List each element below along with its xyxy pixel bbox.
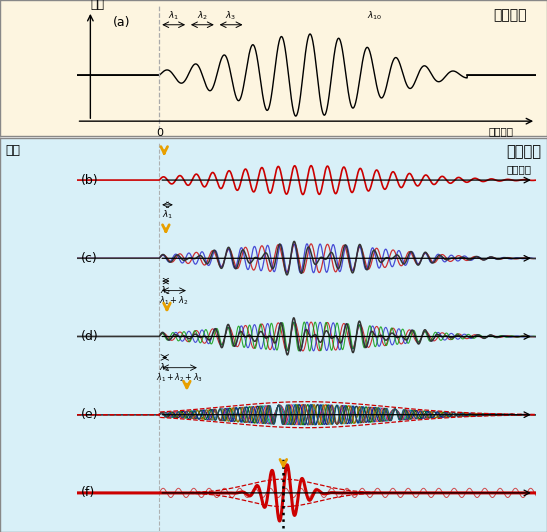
Text: $\lambda_{10}$: $\lambda_{10}$ [367, 10, 382, 22]
Text: $\lambda_1+\lambda_2$: $\lambda_1+\lambda_2$ [159, 294, 189, 307]
Text: 電場: 電場 [5, 144, 20, 157]
Text: (a): (a) [113, 15, 131, 29]
Text: $\lambda_2$: $\lambda_2$ [160, 285, 171, 297]
Text: $\lambda_2$: $\lambda_2$ [197, 10, 208, 22]
Text: 電流分布: 電流分布 [493, 9, 527, 23]
Text: 電流: 電流 [90, 0, 104, 11]
Text: (f): (f) [81, 486, 95, 500]
Text: $\lambda_3$: $\lambda_3$ [225, 10, 237, 22]
Text: 進行方向: 進行方向 [507, 164, 532, 174]
Text: (c): (c) [81, 252, 98, 265]
Text: $\lambda_1+\lambda_2+\lambda_3$: $\lambda_1+\lambda_2+\lambda_3$ [156, 372, 203, 384]
Text: $\lambda_3$: $\lambda_3$ [159, 361, 170, 373]
Text: (e): (e) [81, 408, 98, 421]
Text: $\lambda_1$: $\lambda_1$ [162, 209, 173, 221]
Text: 光の波形: 光の波形 [507, 144, 542, 159]
Text: (d): (d) [81, 330, 99, 343]
Text: (b): (b) [81, 173, 99, 187]
Text: $\lambda_1$: $\lambda_1$ [168, 10, 179, 22]
Text: 0: 0 [156, 128, 163, 138]
Text: 進行方向: 進行方向 [488, 126, 513, 136]
